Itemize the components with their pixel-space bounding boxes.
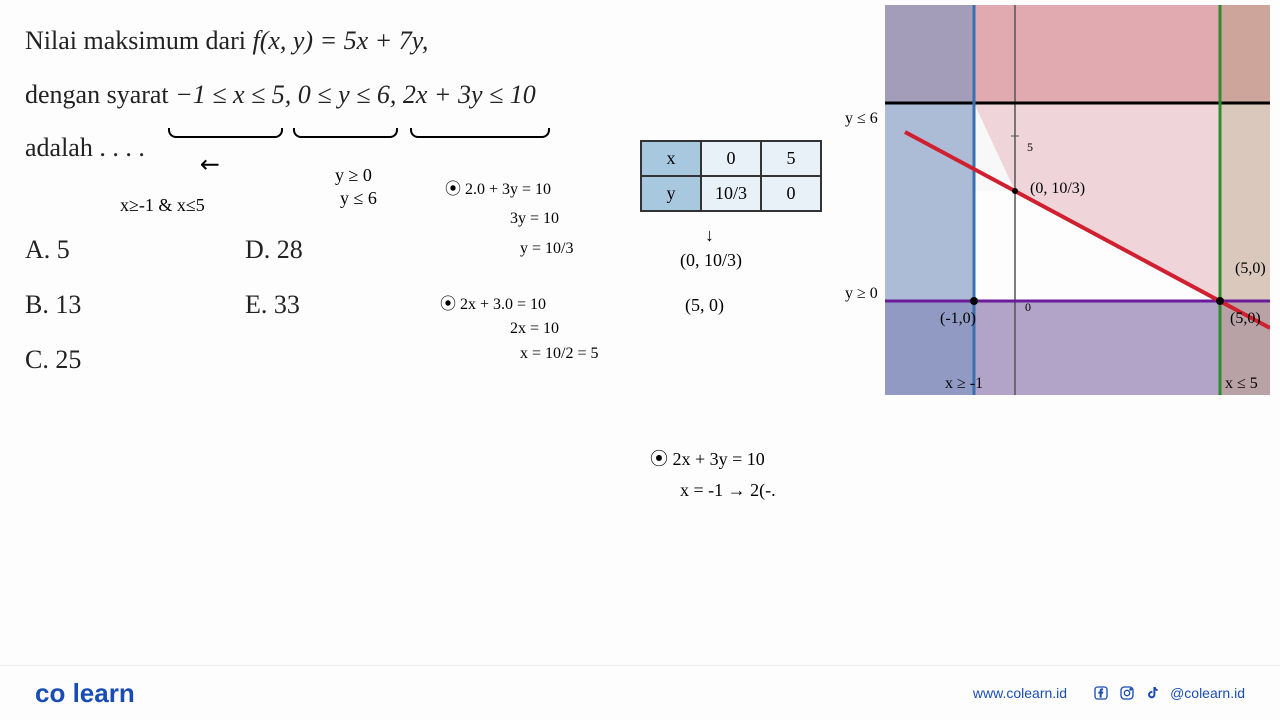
- table-x-5: 5: [761, 141, 821, 176]
- graph-label-pt50: (5,0): [1235, 260, 1266, 278]
- footer-url: www.colearn.id: [973, 685, 1067, 701]
- graph-label-5p0: (5,0): [1230, 310, 1261, 328]
- logo-co: co: [35, 678, 65, 708]
- graph-label-y0: y ≥ 0: [845, 285, 878, 303]
- hw-constraint-y1: y ≥ 0: [335, 165, 372, 186]
- hw-points-block: (0, 10/3): [680, 250, 742, 271]
- brace-1: [168, 128, 283, 138]
- table-x-header: x: [641, 141, 701, 176]
- hw-equation-1: ⦿ 2x + 3y = 10: [650, 445, 765, 471]
- graph-axis-0: 0: [1025, 300, 1031, 315]
- hw-calc-3: y = 10/3: [520, 240, 573, 258]
- hw-calc-5: 2x = 10: [510, 320, 559, 338]
- graph-svg: [885, 5, 1270, 395]
- table-y-5: 0: [761, 176, 821, 211]
- facebook-icon: [1092, 684, 1110, 702]
- colearn-logo: co learn: [35, 678, 135, 709]
- brace-2: [293, 128, 398, 138]
- hw-calc-2: 3y = 10: [510, 210, 559, 228]
- hw-arrow-down: ↓: [705, 225, 714, 246]
- footer: co learn www.colearn.id @colearn.id: [0, 665, 1280, 720]
- graph-label-xneg1: x ≥ -1: [945, 375, 983, 393]
- social-icons: @colearn.id: [1092, 684, 1245, 702]
- hw-calc-4: ⦿ 2x + 3.0 = 10: [440, 290, 546, 314]
- hw-constraint-x: x≥-1 & x≤5: [120, 195, 205, 216]
- hw-point1: (0, 10/3): [680, 250, 742, 271]
- tiktok-icon: [1144, 684, 1162, 702]
- problem-line2-constraints: −1 ≤ x ≤ 5, 0 ≤ y ≤ 6, 2x + 3y ≤ 10: [175, 80, 536, 109]
- option-d: D. 28: [245, 235, 365, 265]
- option-a: A. 5: [25, 235, 245, 265]
- footer-handle: @colearn.id: [1170, 685, 1245, 701]
- hw-calc-6: x = 10/2 = 5: [520, 345, 599, 363]
- hw-constraint-y2: y ≤ 6: [340, 188, 377, 209]
- graph-axis-5: 5: [1027, 140, 1033, 155]
- graph-label-pt1: (0, 10/3): [1030, 180, 1085, 198]
- graph-label-x5: x ≤ 5: [1225, 375, 1258, 393]
- answer-options: A. 5 D. 28 B. 13 E. 33 C. 25: [25, 235, 365, 400]
- graph-label-neg10: (-1,0): [940, 310, 976, 328]
- xy-table: x 0 5 y 10/3 0: [640, 140, 822, 212]
- hw-calc-1: ⦿ 2.0 + 3y = 10: [445, 175, 551, 199]
- option-c: C. 25: [25, 345, 245, 375]
- option-e: E. 33: [245, 290, 365, 320]
- problem-line2-pre: dengan syarat: [25, 80, 175, 109]
- footer-right: www.colearn.id @colearn.id: [973, 684, 1245, 702]
- option-b: B. 13: [25, 290, 245, 320]
- table-y-0: 10/3: [701, 176, 761, 211]
- logo-dot: [65, 678, 72, 708]
- brace-3: [410, 128, 550, 138]
- constraint-graph: y ≤ 6 y ≥ 0 (0, 10/3) (5,0) (-1,0) (5,0)…: [885, 5, 1270, 395]
- table-x-0: 0: [701, 141, 761, 176]
- graph-label-y6: y ≤ 6: [845, 110, 878, 128]
- problem-line1-func: f(x, y) = 5x + 7y,: [252, 26, 428, 55]
- table-y-header: y: [641, 176, 701, 211]
- problem-line1-pre: Nilai maksimum dari: [25, 26, 252, 55]
- hw-point2: (5, 0): [685, 295, 724, 316]
- logo-learn: learn: [73, 678, 135, 708]
- hw-equation-2: x = -1 → 2(-.: [680, 480, 776, 501]
- instagram-icon: [1118, 684, 1136, 702]
- problem-statement: Nilai maksimum dari f(x, y) = 5x + 7y, d…: [25, 20, 625, 169]
